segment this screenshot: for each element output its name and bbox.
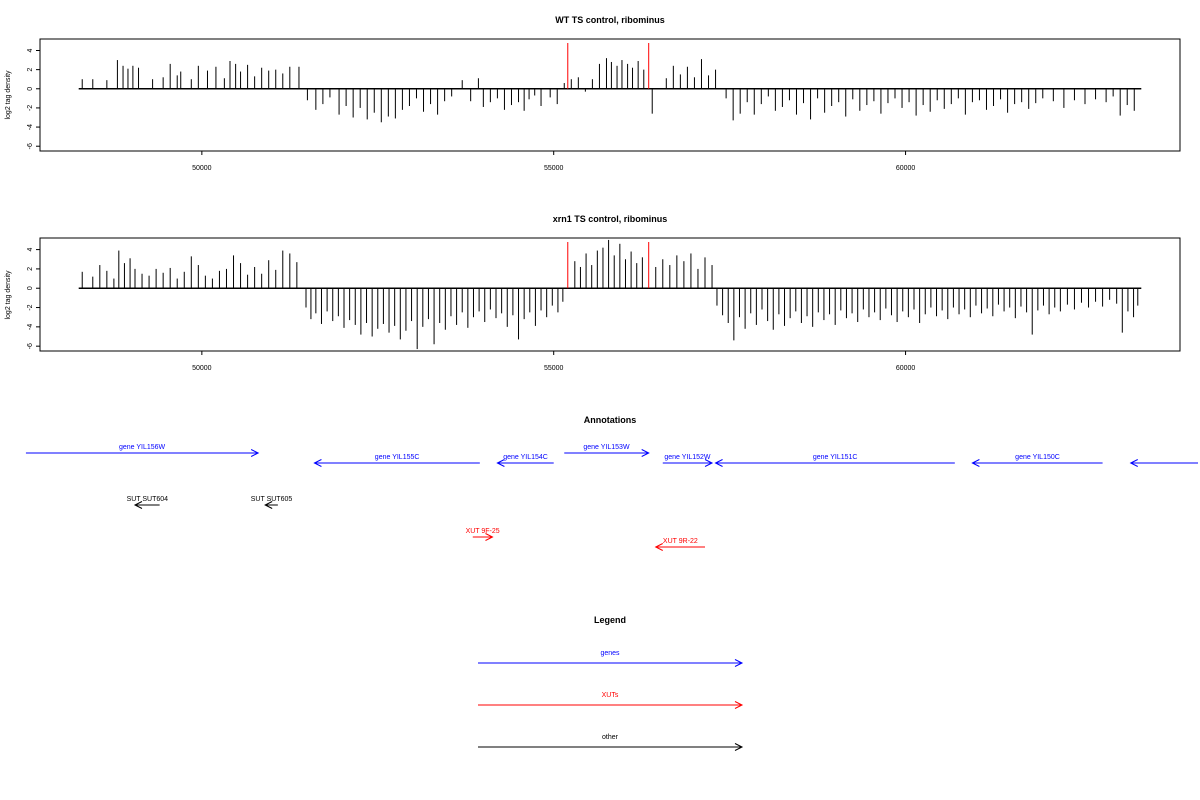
wt-track-y-tick-label: -2	[27, 105, 34, 111]
annotation-gene-yil153w: gene YIL153W	[564, 444, 650, 457]
annotation-label: SUT SUT604	[127, 496, 169, 503]
legend-label: other	[602, 734, 619, 741]
xrn1-track-x-axis: 50000 55000 60000	[192, 350, 916, 372]
wt-track-x-tick-label: 55000	[544, 165, 564, 172]
annotation-gene-yil152w: gene YIL152W	[662, 454, 714, 467]
legend-label: XUTs	[602, 692, 619, 699]
wt-track-y-tick-label: -4	[27, 124, 34, 130]
legend-entry-xuts: XUTs	[478, 692, 744, 709]
xrn1-track-y-axis: 4 2 0 -2 -4 -6	[27, 248, 41, 349]
annotation-gene-yil151c: gene YIL151C	[714, 454, 955, 467]
wt-track-y-tick-label: 0	[27, 87, 34, 91]
xrn1-track-y-tick-label: -4	[27, 324, 34, 330]
annotation-xut-9r-22: XUT 9R-22	[654, 538, 705, 551]
wt-track-y-tick-label: 2	[27, 68, 34, 72]
xrn1-track-title: xrn1 TS control, ribominus	[553, 214, 668, 224]
xrn1-track-markers	[567, 242, 650, 289]
annotation-label: gene YIL151C	[813, 454, 858, 461]
legend-entry-other: other	[478, 734, 744, 751]
annotation-label: gene YIL150C	[1015, 454, 1060, 461]
xrn1-track-plot-box	[39, 237, 1181, 352]
xrn1-track-panel: xrn1 TS control, ribominus log2 tag dens…	[5, 214, 1181, 372]
annotation-label: gene YIL152W	[664, 454, 711, 461]
wt-track-y-axis: 4 2 0 -2 -4 -6	[27, 48, 41, 149]
wt-track-x-axis: 50000 55000 60000	[192, 150, 916, 172]
annotation-feature	[1129, 459, 1198, 467]
annotation-features: gene YIL156W gene YIL155C gene YIL154C gene…	[25, 444, 1198, 551]
wt-track-panel: WT TS control, ribominus log2 tag densit…	[5, 15, 1181, 172]
annotation-label: gene YIL155C	[375, 454, 420, 461]
annotation-gene-yil156w: gene YIL156W	[25, 444, 260, 457]
annotation-sut-sut605: SUT SUT605	[251, 496, 293, 509]
legend-entries: genes XUTs other	[478, 650, 744, 751]
annotation-label: XUT 9F-25	[466, 528, 500, 535]
legend-label: genes	[600, 650, 620, 657]
xrn1-track-y-tick-label: -6	[27, 343, 34, 349]
xrn1-track-bars	[78, 239, 1142, 350]
annotation-label: XUT 9R-22	[663, 538, 698, 545]
xrn1-track-x-tick-label: 55000	[544, 365, 564, 372]
wt-track-x-tick-label: 50000	[192, 165, 212, 172]
annotation-label: gene YIL156W	[119, 444, 166, 451]
wt-track-plot-box	[39, 38, 1181, 152]
xrn1-track-x-tick-label: 50000	[192, 365, 212, 372]
annotation-gene-yil155c: gene YIL155C	[313, 454, 480, 467]
wt-track-bars	[78, 58, 1142, 123]
wt-track-x-tick-label: 60000	[896, 165, 916, 172]
legend-title: Legend	[594, 615, 626, 625]
wt-track-title: WT TS control, ribominus	[555, 15, 665, 25]
annotation-xut-9f-25: XUT 9F-25	[466, 528, 500, 541]
legend-entry-genes: genes	[478, 650, 744, 667]
annotation-sut-sut604: SUT SUT604	[127, 496, 169, 509]
xrn1-track-y-tick-label: 0	[27, 286, 34, 290]
annotation-gene-yil150c: gene YIL150C	[971, 454, 1103, 467]
xrn1-track-x-tick-label: 60000	[896, 365, 916, 372]
wt-track-markers	[567, 43, 650, 89]
annotation-gene-yil154c: gene YIL154C	[496, 454, 554, 467]
annotation-label: SUT SUT605	[251, 496, 293, 503]
xrn1-track-y-tick-label: -2	[27, 304, 34, 310]
legend-panel: Legend genes XUTs other	[478, 615, 744, 751]
annotation-label: gene YIL154C	[503, 454, 548, 461]
xrn1-track-y-axis-label: log2 tag density	[5, 270, 12, 320]
xrn1-track-y-tick-label: 4	[27, 248, 34, 252]
wt-track-y-tick-label: 4	[27, 48, 34, 52]
xrn1-track-y-tick-label: 2	[27, 267, 34, 271]
annotation-label: gene YIL153W	[583, 444, 630, 451]
wt-track-y-tick-label: -6	[27, 143, 34, 149]
wt-track-y-axis-label: log2 tag density	[5, 70, 12, 120]
annotations-title: Annotations	[584, 415, 637, 425]
